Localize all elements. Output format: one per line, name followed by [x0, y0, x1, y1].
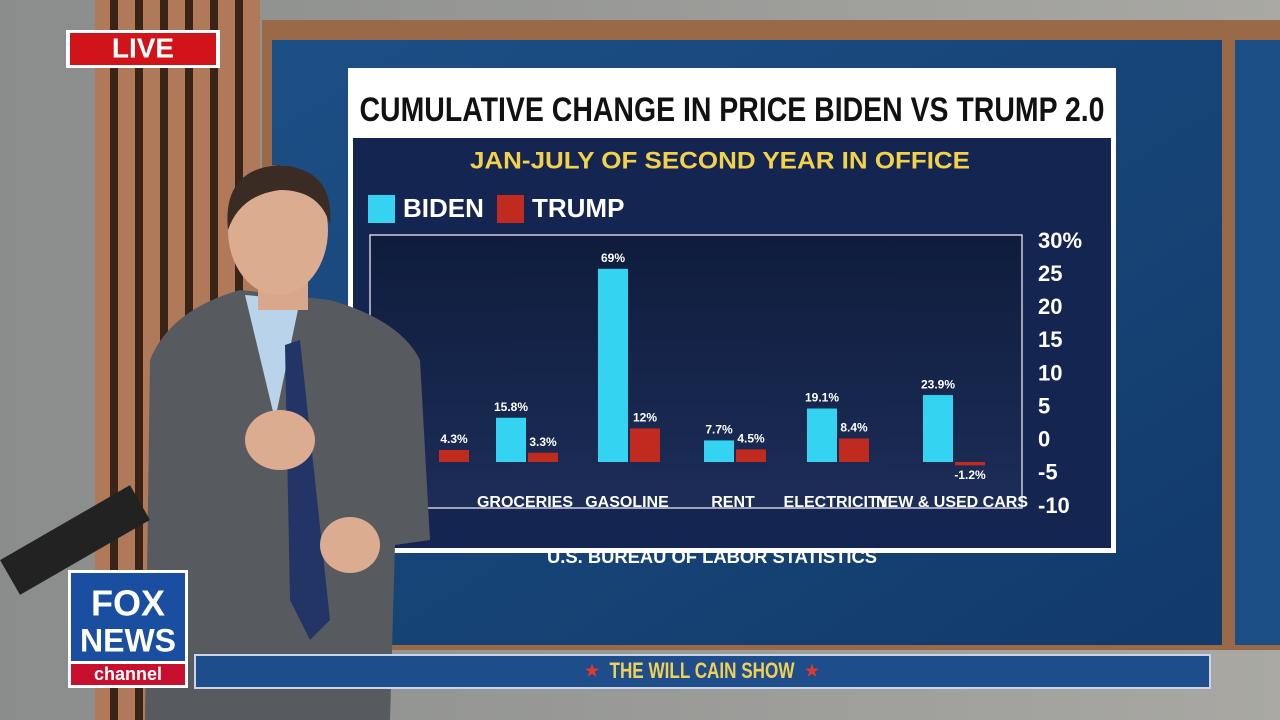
data-label: 19.1% — [805, 391, 839, 405]
data-label: 4.3% — [440, 432, 468, 446]
star: ★ — [805, 663, 820, 680]
bar — [630, 428, 660, 462]
x-tick-label: ELECTRICITY — [784, 494, 889, 511]
data-label: 12% — [633, 411, 657, 425]
bar — [955, 462, 985, 466]
y-tick-label: 30% — [1038, 228, 1082, 253]
data-label: -1.2% — [954, 468, 986, 482]
data-label: 7.7% — [705, 423, 733, 437]
network-logo-blue — [71, 573, 185, 661]
y-tick-label: 25 — [1038, 261, 1062, 286]
chart-source: U.S. BUREAU OF LABOR STATISTICS — [547, 547, 877, 567]
data-label: 15.8% — [494, 400, 528, 414]
chart-subtitle: JAN-JULY OF SECOND YEAR IN OFFICE — [470, 147, 970, 174]
y-tick-label: 20 — [1038, 294, 1062, 319]
marks: 30% 25 20 15 10 5 0 -5 -10 BIDEN TRUMP 4.3% GROCERIE… — [368, 193, 1082, 518]
star: ★ — [585, 663, 600, 680]
x-tick-label: RENT — [711, 494, 755, 511]
x-tick-label: GASOLINE — [585, 494, 669, 511]
bar — [439, 449, 469, 462]
bar — [528, 452, 558, 462]
bar — [839, 438, 869, 462]
y-tick-label: 5 — [1038, 393, 1050, 418]
live-bg — [70, 33, 216, 65]
data-label: 23.9% — [921, 377, 955, 391]
show-title: THE WILL CAIN SHOW — [610, 658, 795, 683]
data-label: 4.5% — [737, 432, 765, 446]
legend-label: BIDEN — [403, 193, 484, 223]
side-screen — [1235, 40, 1280, 645]
network-logo-red — [71, 664, 185, 685]
bar — [598, 268, 628, 462]
bar — [496, 417, 526, 462]
bar — [736, 449, 766, 462]
y-tick-label: 15 — [1038, 327, 1062, 352]
y-tick-label: -5 — [1038, 460, 1058, 485]
data-label: 8.4% — [840, 421, 868, 435]
data-label: 3.3% — [529, 435, 557, 449]
network-word: FOX — [91, 583, 165, 624]
network-word: NEWS — [80, 622, 176, 658]
plot-area — [369, 234, 1023, 509]
chart-title: CUMULATIVE CHANGE IN PRICE BIDEN VS TRUM… — [360, 91, 1105, 129]
x-tick-label: NEW & USED CARS — [876, 494, 1028, 511]
x-tick-label: GROCERIES — [477, 494, 573, 511]
data-label: 69% — [601, 251, 625, 265]
show-banner — [194, 654, 1211, 689]
y-tick-label: -10 — [1038, 493, 1070, 518]
y-tick-label: 0 — [1038, 427, 1050, 452]
y-tick-label: 10 — [1038, 360, 1062, 385]
bar — [704, 440, 734, 462]
bar — [807, 408, 837, 462]
legend-label: TRUMP — [532, 193, 624, 223]
live-label: LIVE — [112, 32, 174, 63]
network-word: channel — [94, 664, 162, 684]
bar — [923, 395, 953, 462]
presenter — [145, 165, 430, 720]
mic-arm — [0, 485, 150, 595]
legend-swatch — [368, 195, 395, 223]
legend-swatch — [497, 195, 524, 223]
